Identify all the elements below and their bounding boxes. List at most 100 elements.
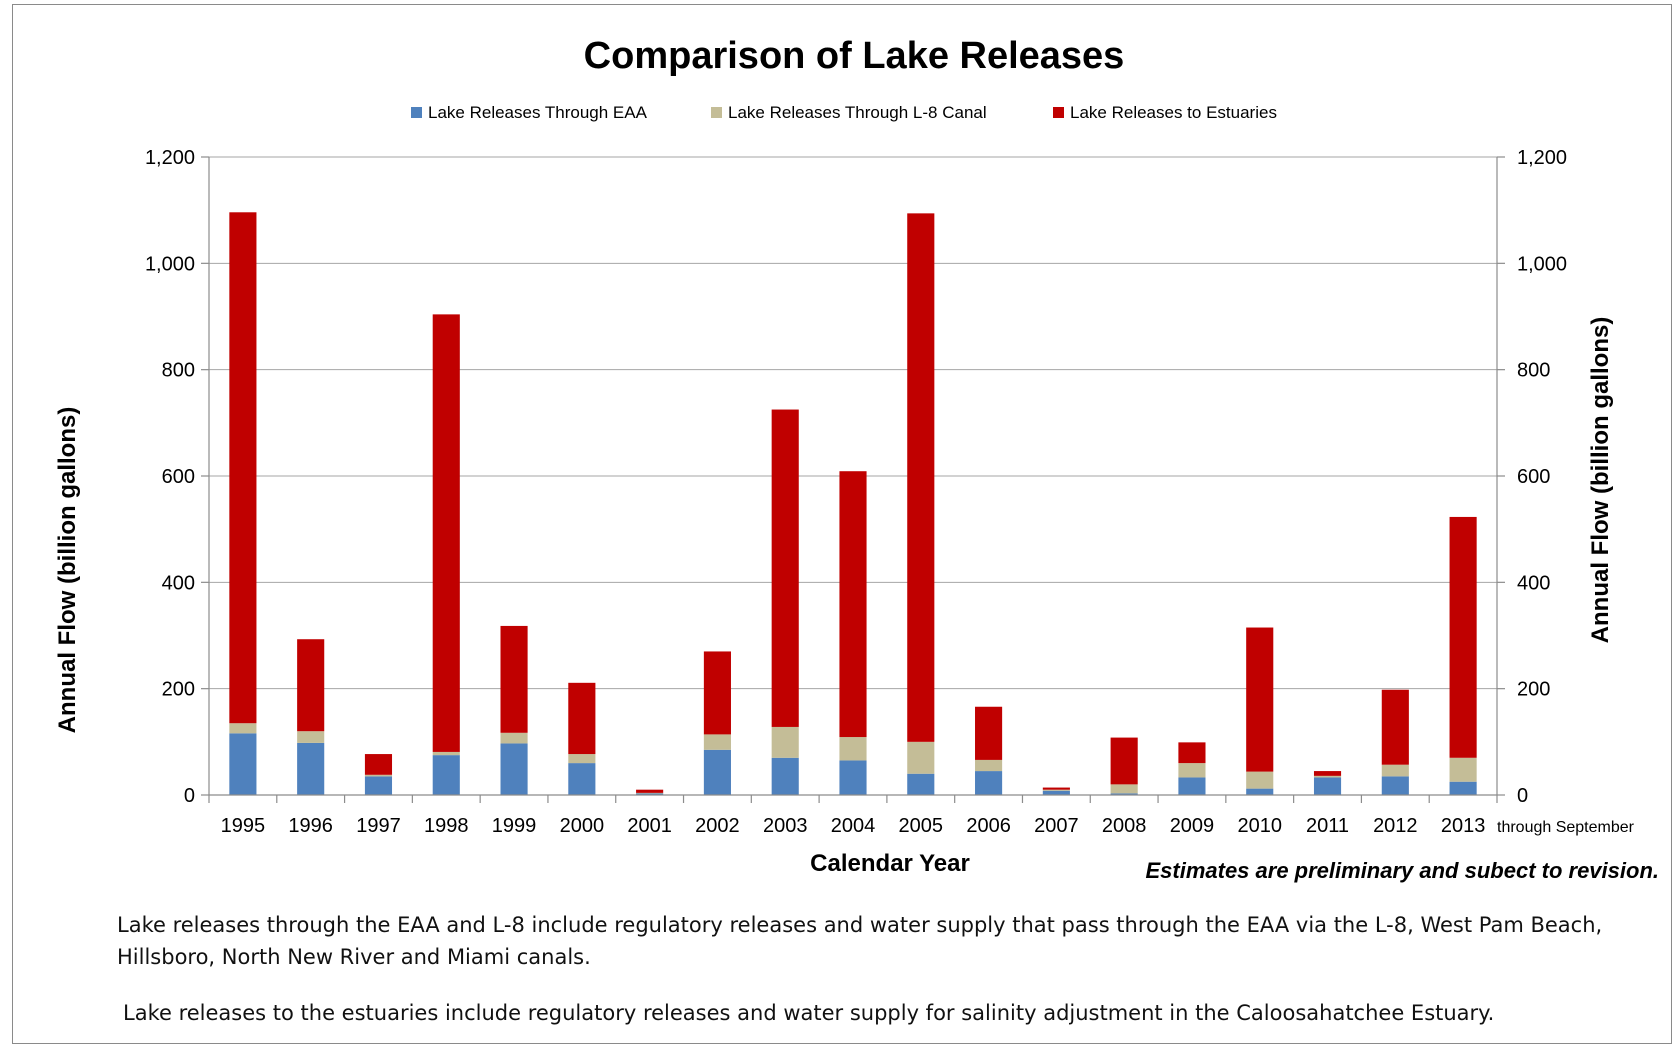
y-tick-label-right: 600 [1517,466,1550,488]
x-axis-label: Calendar Year [810,850,970,877]
bar-2003-series-0 [771,757,799,795]
bar-2012-series-2 [1381,689,1409,765]
y-axis-label-left: Annual Flow (billion gallons) [54,407,81,734]
x-tick-label-2012: 2012 [1373,815,1418,837]
x-tick-label-1997: 1997 [356,815,401,837]
bar-2006-series-0 [975,771,1003,795]
bar-1998-series-0 [432,755,460,795]
bar-2005-series-0 [907,773,935,795]
bar-2012-series-1 [1381,764,1409,777]
legend-item-1: Lake Releases Through L-8 Canal [711,103,987,122]
bar-1997-series-1 [364,774,393,777]
bar-1998-series-1 [432,751,460,756]
bar-1999-series-2 [500,625,528,733]
legend-swatch [411,107,422,118]
bar-2011-series-0 [1313,777,1342,795]
bar-2000-series-0 [568,763,596,795]
y-axis-right-ticks: 0 200 400 600 800 1,000 1,200 [1497,147,1567,807]
legend-swatch [711,107,722,118]
bar-2000-series-2 [568,682,596,755]
bar-2000-series-1 [568,754,596,764]
y-tick-label-right: 1,000 [1517,253,1567,275]
bar-2010-series-0 [1246,788,1274,795]
bar-2001-series-0 [636,793,664,795]
bar-1996-series-0 [297,742,325,795]
bar-1998-series-2 [432,314,460,752]
bar-2004-series-1 [839,737,867,761]
x-tick-label-2011: 2011 [1306,815,1349,837]
bar-2002-series-0 [703,749,731,795]
bar-2011-series-1 [1313,775,1342,778]
bar-2003-series-1 [771,726,799,758]
x-tick-label-2004: 2004 [831,815,876,837]
y-tick-label-left: 400 [162,572,195,594]
x-tick-label-2008: 2008 [1102,815,1147,837]
bar-2010-series-2 [1246,627,1274,772]
legend: Lake Releases Through EAA Lake Releases T… [411,103,1277,122]
x-tick-label-2010: 2010 [1237,815,1282,837]
y-tick-label-right: 400 [1517,572,1550,594]
bar-2002-series-1 [703,734,731,750]
x-tick-label-2005: 2005 [899,815,944,837]
y-tick-label-left: 1,000 [145,253,195,275]
x-tick-label-2009: 2009 [1170,815,1215,837]
bar-2007-series-0 [1042,790,1070,795]
legend-label: Lake Releases Through EAA [428,103,648,122]
bar-2002-series-2 [703,651,731,735]
bar-2008-series-2 [1110,737,1138,785]
bar-2004-series-0 [839,760,867,795]
bar-2009-series-2 [1178,742,1206,764]
x-tick-label-2013: 2013 [1441,815,1486,837]
bar-2005-series-1 [907,741,935,774]
chart-title: Comparison of Lake Releases [584,35,1125,77]
x-axis-ticks: 1995 1996 1997 1998 1999 2000 2001 2002 2003 2004… [208,795,1498,837]
bar-2012-series-0 [1381,776,1409,795]
bar-2003-series-2 [771,409,799,727]
legend-label: Lake Releases Through L-8 Canal [728,103,987,122]
bar-2006-series-1 [975,759,1003,772]
preliminary-annotation: Estimates are preliminary and subect to … [1145,858,1659,883]
last-category-suffix: through September [1497,819,1635,836]
y-tick-label-right: 800 [1517,360,1550,382]
bar-2007-series-1 [1042,789,1070,791]
y-tick-label-left: 800 [162,360,195,382]
bar-1995-series-1 [229,723,257,734]
x-tick-label-1998: 1998 [424,815,469,837]
bar-2013-series-1 [1449,757,1477,782]
bar-2008-series-0 [1110,793,1138,795]
y-tick-label-right: 1,200 [1517,147,1567,169]
legend-label: Lake Releases to Estuaries [1070,103,1277,122]
bar-1997-series-0 [364,776,393,795]
bar-2007-series-2 [1042,787,1070,790]
bar-1997-series-2 [364,754,393,775]
chart-frame: Comparison of Lake Releases Lake Release… [12,4,1672,1044]
bar-1999-series-1 [500,732,528,744]
bar-2011-series-2 [1313,771,1342,776]
legend-item-0: Lake Releases Through EAA [411,103,648,122]
bar-2006-series-2 [975,706,1003,760]
x-tick-label-2003: 2003 [763,815,808,837]
y-tick-label-left: 1,200 [145,147,195,169]
bar-2009-series-0 [1178,777,1206,795]
x-tick-label-2001: 2001 [627,815,672,837]
x-tick-label-2000: 2000 [560,815,605,837]
y-axis-label-right: Annual Flow (billion gallons) [1587,317,1614,644]
y-tick-label-right: 0 [1517,785,1528,807]
bar-2013-series-2 [1449,516,1477,758]
bar-2004-series-2 [839,471,867,738]
bar-2008-series-1 [1110,784,1138,794]
bar-1996-series-1 [297,731,325,743]
bar-1999-series-0 [500,743,528,795]
legend-item-2: Lake Releases to Estuaries [1053,103,1277,122]
x-tick-label-2002: 2002 [695,815,740,837]
bar-2005-series-2 [907,213,935,742]
bar-1995-series-2 [229,212,257,724]
y-tick-label-left: 600 [162,466,195,488]
bar-2010-series-1 [1246,771,1274,789]
y-tick-label-left: 200 [162,679,195,701]
stacked-bar-chart: Comparison of Lake Releases Lake Release… [54,35,1659,883]
x-tick-label-2007: 2007 [1034,815,1079,837]
x-tick-label-1995: 1995 [221,815,266,837]
bar-1996-series-2 [297,639,325,732]
x-tick-label-1999: 1999 [492,815,537,837]
